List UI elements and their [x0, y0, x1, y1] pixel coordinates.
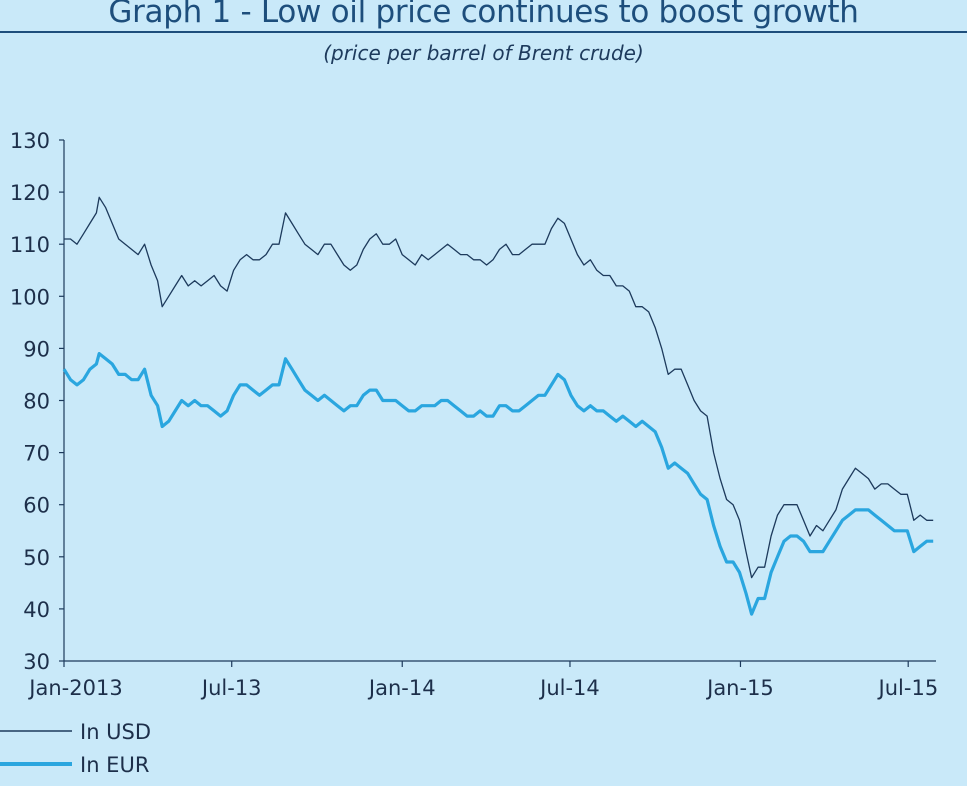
y-tick-label: 80 [23, 390, 50, 414]
series-eur-line [62, 352, 934, 616]
y-tick-label: 90 [23, 337, 50, 361]
x-tick-label: Jul-14 [538, 676, 600, 700]
x-tick-label: Jan-2013 [27, 676, 122, 700]
chart-title: Graph 1 - Low oil price continues to boo… [108, 0, 859, 30]
y-tick-label: 110 [10, 233, 50, 257]
x-tick-label: Jan-14 [367, 676, 436, 700]
series-usd-line [64, 196, 934, 579]
x-axis-ticks: Jan-2013 Jul-13 Jan-14 Jul-14 Jan-15 Jul-15 [27, 661, 938, 700]
y-tick-label: 40 [23, 598, 50, 622]
y-axis-ticks: 30 40 50 60 70 80 90 100 110 120 130 [10, 129, 64, 674]
legend-label: In EUR [80, 753, 149, 777]
y-tick-label: 60 [23, 494, 50, 518]
y-tick-label: 100 [10, 285, 50, 309]
x-tick-label: Jul-15 [877, 676, 939, 700]
y-tick-label: 120 [10, 181, 50, 205]
x-tick-label: Jul-13 [200, 676, 262, 700]
y-tick-label: 30 [23, 650, 50, 674]
y-tick-label: 50 [23, 546, 50, 570]
y-tick-label: 70 [23, 442, 50, 466]
series-lines [62, 196, 934, 616]
x-tick-label: Jan-15 [705, 676, 774, 700]
legend-label: In USD [80, 720, 151, 744]
y-tick-label: 130 [10, 129, 50, 153]
title-rule [0, 31, 967, 33]
chart-subtitle: (price per barrel of Brent crude) [323, 41, 644, 65]
legend: In USD In EUR [0, 720, 151, 777]
